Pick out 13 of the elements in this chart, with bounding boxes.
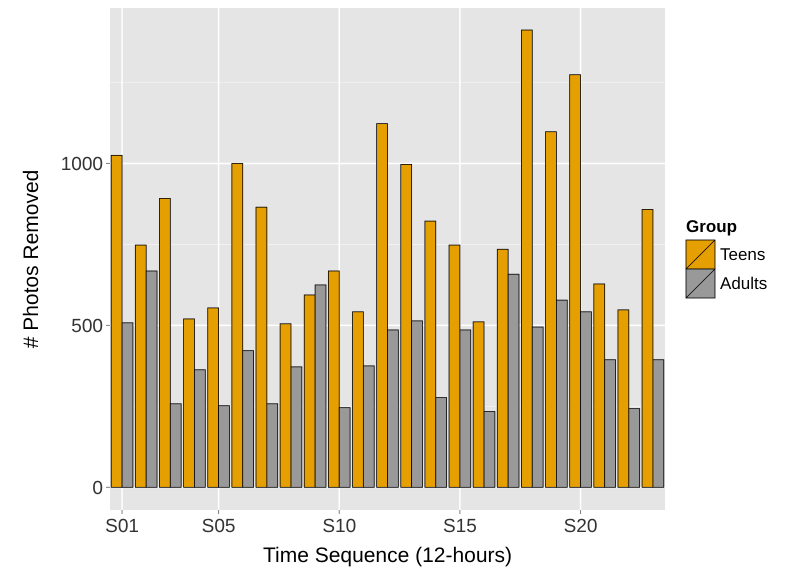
- y-axis-title: # Photos Removed: [20, 170, 43, 348]
- y-tick-label: 500: [71, 316, 103, 338]
- legend-title: Group: [686, 217, 737, 236]
- x-tick-label: S01: [105, 516, 139, 537]
- legend-label: Teens: [720, 245, 766, 264]
- legend-label: Adults: [720, 274, 768, 293]
- x-tick-label: S20: [564, 516, 598, 537]
- y-tick-label: 0: [92, 478, 103, 499]
- x-axis-title: Time Sequence (12-hours): [262, 544, 512, 567]
- x-tick-label: S05: [202, 516, 236, 537]
- x-tick-label: S15: [442, 516, 477, 537]
- x-tick-label: S10: [322, 516, 356, 537]
- y-tick-label: 1000: [60, 154, 103, 176]
